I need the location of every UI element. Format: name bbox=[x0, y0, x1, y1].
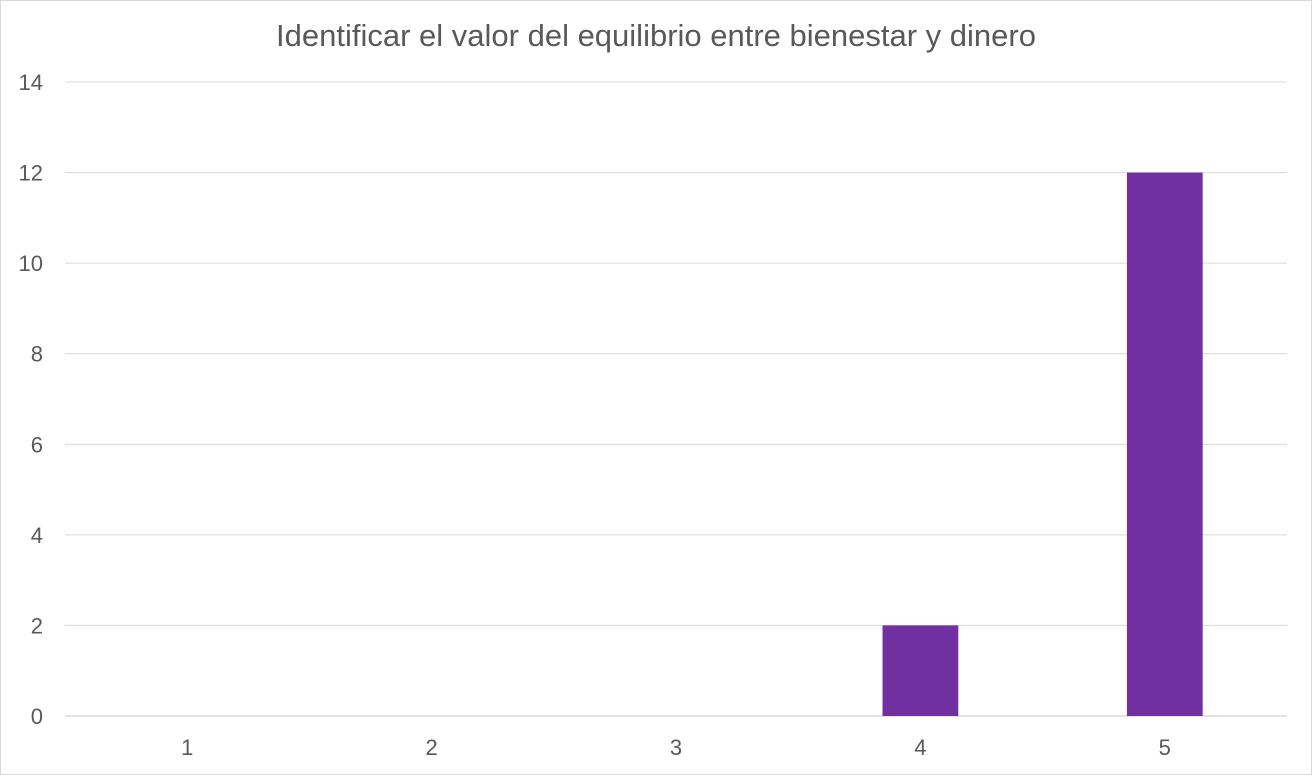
y-tick-label: 14 bbox=[19, 70, 43, 95]
gridlines bbox=[65, 81, 1287, 717]
y-tick-label: 6 bbox=[31, 432, 43, 457]
y-tick-label: 2 bbox=[31, 613, 43, 638]
bar-5 bbox=[1126, 172, 1203, 717]
x-tick-label: 1 bbox=[181, 735, 193, 760]
x-tick-label: 5 bbox=[1159, 735, 1171, 760]
y-tick-label: 4 bbox=[31, 523, 43, 548]
x-tick-label: 3 bbox=[670, 735, 682, 760]
y-tick-label: 12 bbox=[19, 161, 43, 186]
bars bbox=[882, 172, 1203, 717]
x-tick-label: 2 bbox=[425, 735, 437, 760]
chart-title: Identificar el valor del equilibrio entr… bbox=[276, 18, 1036, 53]
bar-4 bbox=[882, 625, 959, 716]
y-tick-label: 0 bbox=[31, 704, 43, 729]
x-tick-label: 4 bbox=[914, 735, 926, 760]
y-tick-label: 8 bbox=[31, 342, 43, 367]
x-axis-ticks: 1 2 3 4 5 bbox=[181, 735, 1171, 760]
y-axis-ticks: 0 2 4 6 8 10 12 14 bbox=[19, 70, 43, 729]
y-tick-label: 10 bbox=[19, 251, 43, 276]
